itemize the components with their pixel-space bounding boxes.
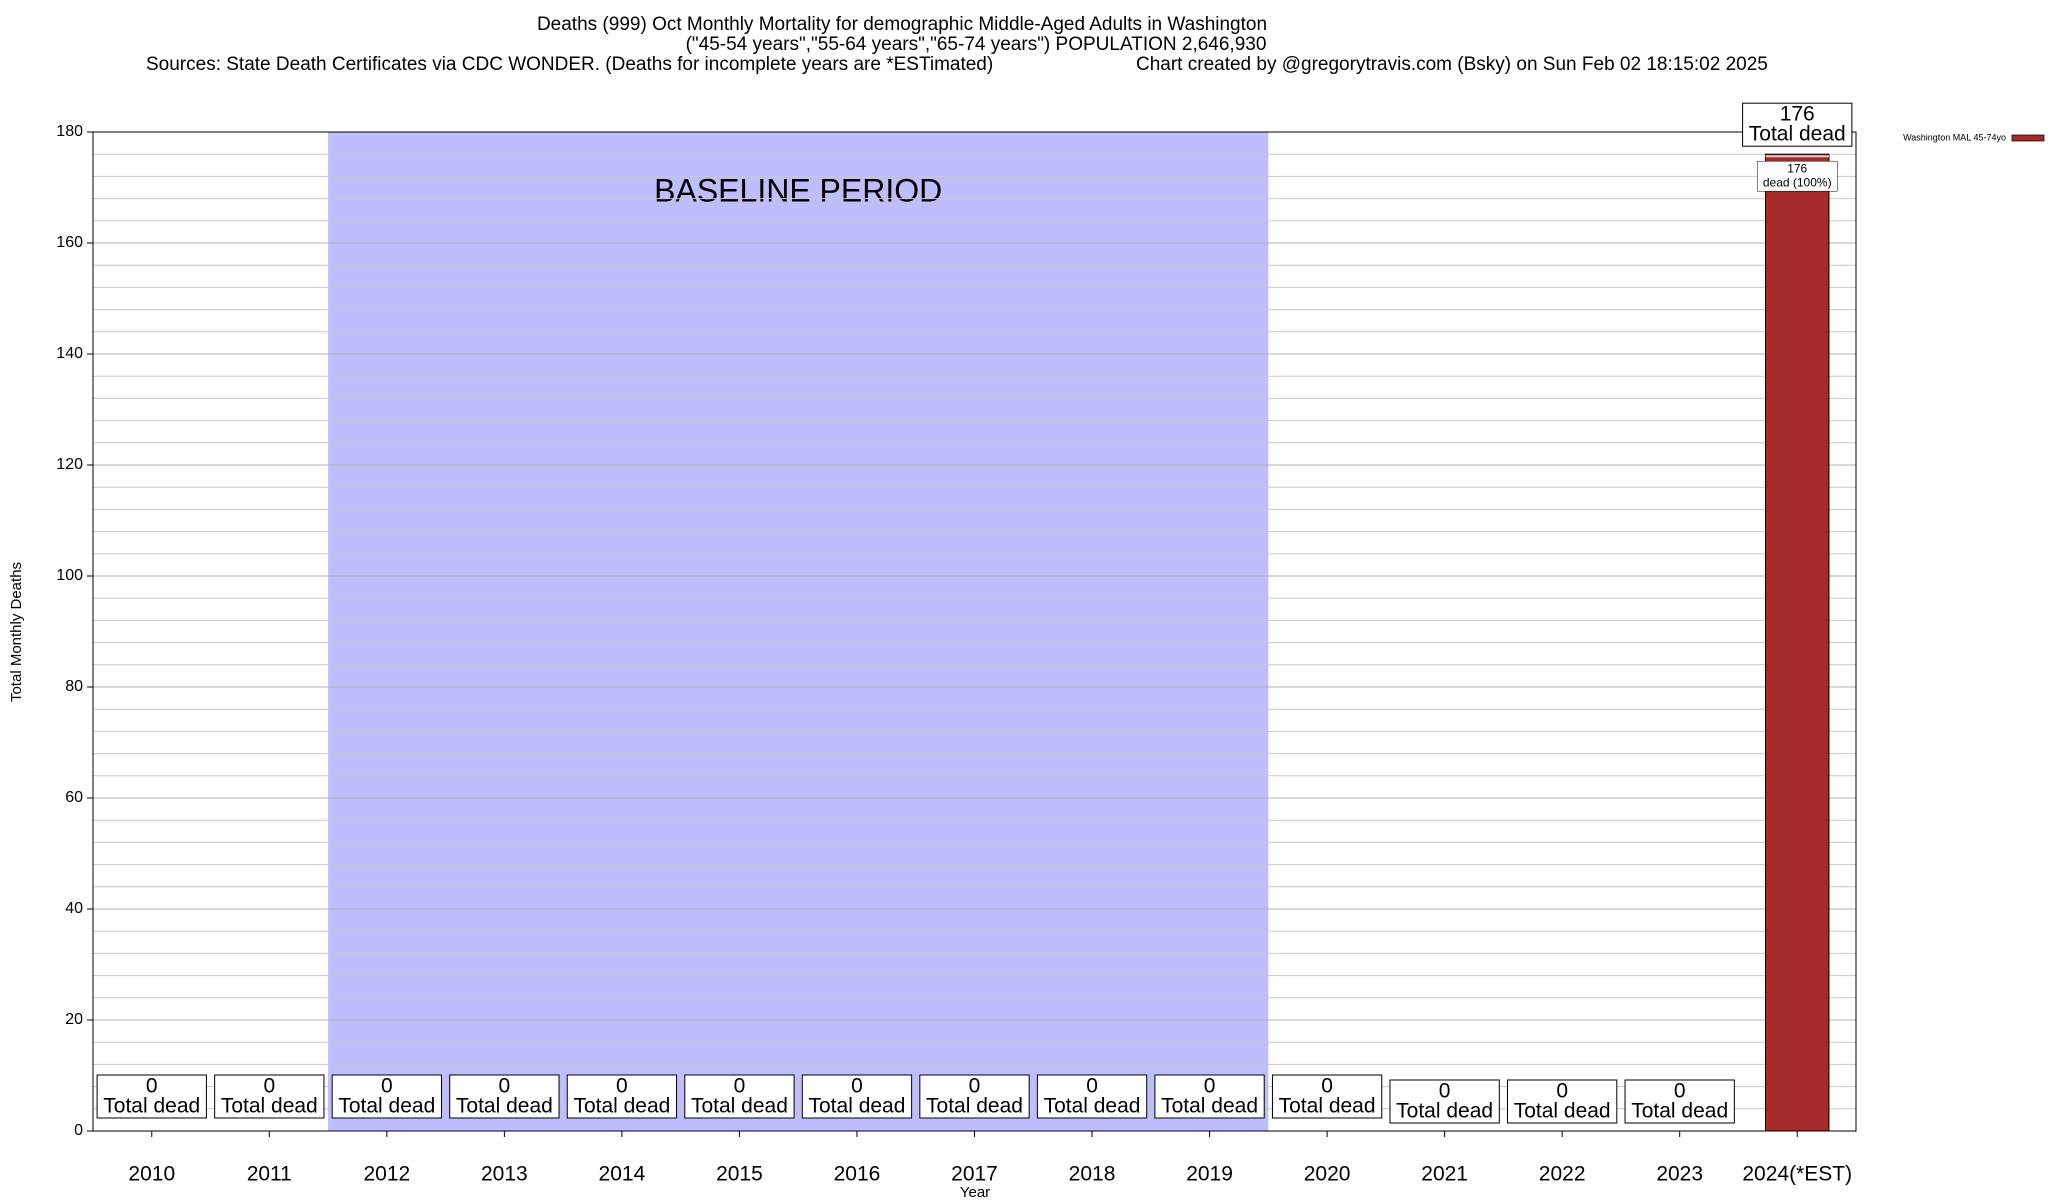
y-tick-label: 100 — [56, 567, 83, 584]
value-label-caption: Total dead — [1514, 1100, 1611, 1123]
value-label-box — [1507, 1079, 1618, 1124]
value-label-box — [566, 1074, 678, 1119]
x-tick-label: 2012 — [363, 1163, 410, 1186]
y-tick-label: 20 — [65, 1011, 83, 1028]
value-label: 0 — [1674, 1080, 1686, 1103]
value-label-box — [1389, 1079, 1500, 1124]
value-label-box — [919, 1074, 1030, 1119]
y-axis-label: Total Monthly Deaths — [8, 562, 25, 702]
x-tick-label: 2019 — [1186, 1163, 1233, 1186]
x-tick-label: 2021 — [1421, 1163, 1468, 1186]
y-tick-label: 120 — [56, 456, 83, 473]
x-tick-label: 2022 — [1539, 1163, 1586, 1186]
y-tick-label: 80 — [65, 678, 83, 695]
value-label-caption: Total dead — [809, 1095, 906, 1118]
value-label-box — [214, 1074, 325, 1119]
value-label: 0 — [1321, 1075, 1333, 1098]
y-tick-label: 180 — [56, 123, 83, 140]
inner-pct-label: dead (100%) — [1763, 175, 1832, 189]
value-label-box — [801, 1074, 913, 1119]
x-tick-label: 2015 — [716, 1163, 763, 1186]
x-axis-label: Year — [960, 1184, 990, 1200]
value-label-caption: Total dead — [1631, 1100, 1728, 1123]
value-label-box — [1271, 1074, 1383, 1119]
value-label-box — [449, 1074, 560, 1119]
value-label-box — [1624, 1079, 1735, 1124]
x-tick-label: 2010 — [128, 1163, 175, 1186]
value-label: 0 — [616, 1075, 628, 1098]
value-label: 0 — [381, 1075, 393, 1098]
value-label: 0 — [851, 1075, 863, 1098]
y-tick-label: 0 — [74, 1122, 83, 1139]
y-tick-label: 40 — [65, 900, 83, 917]
value-label-caption: Total dead — [1279, 1095, 1376, 1118]
baseline-region — [328, 132, 1269, 1131]
legend-label: Washington MAL 45-74yo — [1903, 132, 2006, 142]
value-label-box — [1036, 1074, 1148, 1119]
value-label-caption: Total dead — [1396, 1100, 1493, 1123]
value-label-caption: Total dead — [691, 1095, 788, 1118]
value-label-caption: Total dead — [456, 1095, 553, 1118]
value-label-caption: Total dead — [221, 1095, 318, 1118]
chart-title: Deaths (999) Oct Monthly Mortality for d… — [537, 14, 1267, 35]
value-label: 0 — [263, 1075, 275, 1098]
value-label-caption: Total dead — [103, 1095, 200, 1118]
value-label-box — [331, 1074, 442, 1119]
value-label: 0 — [1204, 1075, 1216, 1098]
value-label-caption: Total dead — [338, 1095, 435, 1118]
x-tick-label: 2023 — [1656, 1163, 1703, 1186]
y-tick-label: 140 — [56, 345, 83, 362]
inner-label-box — [1756, 160, 1838, 192]
x-tick-label: 2016 — [834, 1163, 881, 1186]
x-tick-label: 2017 — [951, 1163, 998, 1186]
value-label: 0 — [1439, 1080, 1451, 1103]
value-label: 0 — [146, 1075, 158, 1098]
baseline-label: BASELINE PERIOD — [654, 172, 942, 208]
value-label: 0 — [499, 1075, 511, 1098]
x-tick-label: 2014 — [599, 1163, 646, 1186]
x-tick-label: 2024(*EST) — [1742, 1163, 1852, 1186]
value-label-box — [96, 1074, 207, 1119]
chart-subtitle: ("45-54 years","55-64 years","65-74 year… — [686, 34, 1267, 55]
x-tick-label: 2011 — [247, 1163, 292, 1186]
value-label-caption: Total dead — [1749, 123, 1846, 146]
legend-swatch — [2011, 134, 2045, 142]
chart-source: Sources: State Death Certificates via CD… — [146, 54, 993, 75]
value-label-box — [684, 1074, 795, 1119]
x-tick-label: 2013 — [481, 1163, 528, 1186]
x-tick-label: 2020 — [1304, 1163, 1351, 1186]
y-tick-label: 60 — [65, 789, 83, 806]
value-label-caption: Total dead — [1044, 1095, 1141, 1118]
value-label: 176 — [1780, 103, 1815, 126]
value-label-box — [1742, 102, 1853, 147]
value-label: 0 — [1086, 1075, 1098, 1098]
inner-value-label: 176 — [1787, 161, 1807, 175]
value-label-caption: Total dead — [926, 1095, 1023, 1118]
value-label-box — [1154, 1074, 1265, 1119]
x-tick-label: 2018 — [1069, 1163, 1116, 1186]
value-label-caption: Total dead — [573, 1095, 670, 1118]
value-label: 0 — [734, 1075, 746, 1098]
value-label: 0 — [1556, 1080, 1568, 1103]
value-label: 0 — [969, 1075, 981, 1098]
value-label-caption: Total dead — [1161, 1095, 1258, 1118]
chart-credit: Chart created by @gregorytravis.com (Bsk… — [1136, 54, 1768, 75]
bar — [1764, 153, 1830, 1132]
y-tick-label: 160 — [56, 234, 83, 251]
